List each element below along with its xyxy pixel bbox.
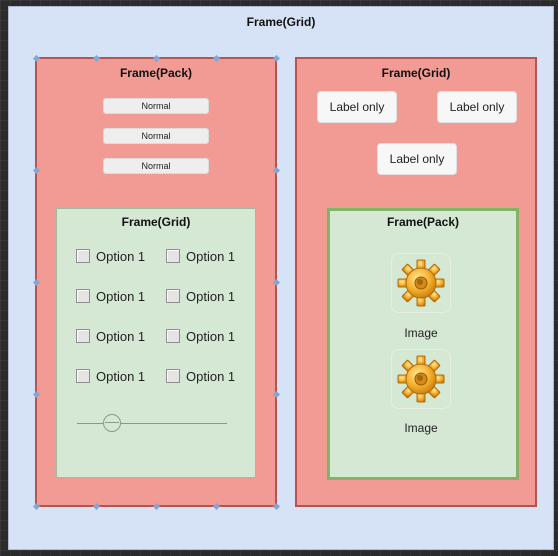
checkbox-box[interactable]: [76, 249, 90, 263]
selection-handle[interactable]: [272, 278, 281, 287]
image-1: [391, 253, 451, 313]
selection-handle[interactable]: [32, 390, 41, 399]
option-checkbox-r4-c1[interactable]: Option 1: [76, 367, 145, 385]
selection-handle[interactable]: [32, 54, 41, 63]
selection-handle[interactable]: [152, 54, 161, 63]
normal-button-1[interactable]: Normal: [103, 98, 209, 114]
option-checkbox-r4-c2[interactable]: Option 1: [166, 367, 235, 385]
selection-handle[interactable]: [272, 54, 281, 63]
option-checkbox-r2-c1[interactable]: Option 1: [76, 287, 145, 305]
gear-icon: [397, 259, 445, 307]
slider-thumb[interactable]: [103, 414, 121, 432]
option-checkbox-r1-c2[interactable]: Option 1: [166, 247, 235, 265]
checkbox-box[interactable]: [76, 289, 90, 303]
slider[interactable]: [77, 413, 227, 433]
option-checkbox-r2-c2[interactable]: Option 1: [166, 287, 235, 305]
selection-handle[interactable]: [212, 502, 221, 511]
option-label: Option 1: [96, 328, 146, 344]
right-inner-frame-title: Frame(Pack): [386, 215, 460, 229]
image-2: [391, 349, 451, 409]
option-label: Option 1: [96, 248, 146, 264]
option-checkbox-r3-c1[interactable]: Option 1: [76, 327, 145, 345]
checkbox-box[interactable]: [166, 329, 180, 343]
checkbox-box[interactable]: [166, 289, 180, 303]
label-only-3: Label only: [377, 143, 457, 175]
image-caption-1: Image: [404, 326, 438, 340]
label-only-2: Label only: [437, 91, 517, 123]
right-frame-grid: Frame(Grid) Label only Label only Label …: [295, 57, 537, 507]
gear-icon: [397, 355, 445, 403]
right-frame-title: Frame(Grid): [381, 66, 451, 80]
option-label: Option 1: [186, 368, 236, 384]
left-inner-frame-grid: Frame(Grid) Option 1 Option 1 Option 1 O…: [56, 208, 256, 478]
selection-handle[interactable]: [272, 502, 281, 511]
option-label: Option 1: [186, 288, 236, 304]
selection-handle[interactable]: [92, 502, 101, 511]
image-caption-2: Image: [404, 421, 438, 435]
option-checkbox-r1-c1[interactable]: Option 1: [76, 247, 145, 265]
checkbox-box[interactable]: [166, 369, 180, 383]
selection-handle[interactable]: [212, 54, 221, 63]
normal-button-3[interactable]: Normal: [103, 158, 209, 174]
normal-button-2[interactable]: Normal: [103, 128, 209, 144]
left-frame-title: Frame(Pack): [119, 66, 193, 80]
option-checkbox-r3-c2[interactable]: Option 1: [166, 327, 235, 345]
label-only-1: Label only: [317, 91, 397, 123]
checkbox-box[interactable]: [166, 249, 180, 263]
selection-handle[interactable]: [272, 390, 281, 399]
outer-frame-grid: Frame(Grid) Frame(Pack) Normal Normal No…: [8, 6, 554, 550]
option-label: Option 1: [96, 368, 146, 384]
selection-handle[interactable]: [152, 502, 161, 511]
checkbox-box[interactable]: [76, 369, 90, 383]
left-inner-frame-title: Frame(Grid): [121, 215, 191, 229]
outer-frame-title: Frame(Grid): [246, 15, 316, 29]
right-inner-frame-pack: Frame(Pack) Image Image: [327, 208, 519, 480]
checkbox-box[interactable]: [76, 329, 90, 343]
option-label: Option 1: [186, 328, 236, 344]
left-frame-pack: Frame(Pack) Normal Normal Normal Frame(G…: [32, 54, 281, 511]
selection-handle[interactable]: [32, 166, 41, 175]
slider-track[interactable]: [77, 423, 227, 424]
selection-handle[interactable]: [32, 502, 41, 511]
selection-handle[interactable]: [92, 54, 101, 63]
option-label: Option 1: [96, 288, 146, 304]
selection-handle[interactable]: [272, 166, 281, 175]
selection-handle[interactable]: [32, 278, 41, 287]
option-label: Option 1: [186, 248, 236, 264]
